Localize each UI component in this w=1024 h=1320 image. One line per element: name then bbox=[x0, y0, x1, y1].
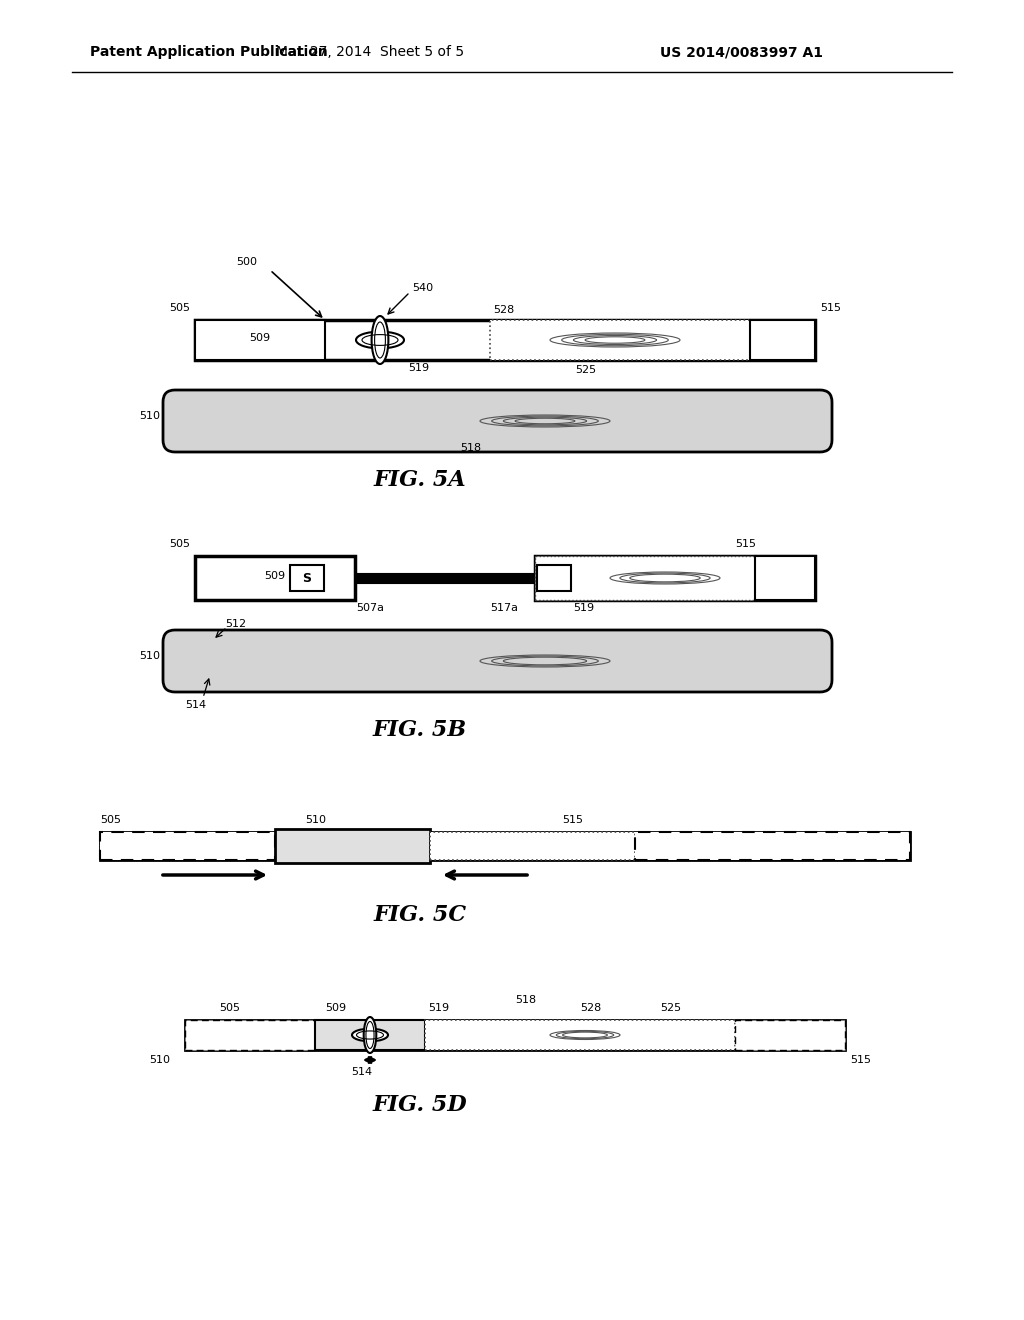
Text: 515: 515 bbox=[735, 539, 756, 549]
FancyBboxPatch shape bbox=[163, 630, 831, 692]
Bar bbox=[315, 1020, 425, 1049]
Bar bbox=[535, 556, 755, 601]
Text: 519: 519 bbox=[408, 363, 429, 374]
Text: 515: 515 bbox=[820, 304, 841, 313]
Text: N: N bbox=[374, 1030, 382, 1040]
Text: S: S bbox=[358, 1030, 366, 1040]
Bar bbox=[490, 319, 750, 360]
Bar bbox=[195, 319, 325, 360]
Text: 505: 505 bbox=[169, 304, 190, 313]
Text: 510: 510 bbox=[150, 1055, 170, 1065]
Text: 509: 509 bbox=[264, 572, 285, 581]
Bar bbox=[430, 832, 635, 861]
Bar bbox=[275, 829, 430, 863]
Bar bbox=[755, 556, 815, 601]
Text: FIG. 5A: FIG. 5A bbox=[374, 469, 466, 491]
Text: 509: 509 bbox=[325, 1003, 346, 1012]
Text: 505: 505 bbox=[100, 814, 121, 825]
Text: 515: 515 bbox=[562, 814, 583, 825]
Text: 507a: 507a bbox=[356, 603, 384, 612]
Text: 510: 510 bbox=[305, 814, 326, 825]
Text: Mar. 27, 2014  Sheet 5 of 5: Mar. 27, 2014 Sheet 5 of 5 bbox=[275, 45, 464, 59]
Text: 515: 515 bbox=[850, 1055, 871, 1065]
Bar bbox=[735, 1020, 845, 1049]
Text: 518: 518 bbox=[515, 995, 537, 1005]
Bar bbox=[195, 319, 815, 360]
Text: 525: 525 bbox=[660, 1003, 681, 1012]
Text: 519: 519 bbox=[573, 603, 594, 612]
Text: N: N bbox=[549, 572, 559, 585]
Text: FIG. 5C: FIG. 5C bbox=[374, 904, 467, 927]
Text: S: S bbox=[366, 335, 374, 345]
Bar bbox=[290, 565, 324, 591]
Text: 525: 525 bbox=[575, 366, 596, 375]
Text: 514: 514 bbox=[351, 1067, 373, 1077]
Text: S: S bbox=[302, 572, 311, 585]
Text: FIG. 5D: FIG. 5D bbox=[373, 1094, 467, 1115]
Bar bbox=[100, 832, 910, 861]
Bar bbox=[100, 832, 275, 861]
Bar bbox=[185, 1020, 845, 1049]
Text: 514: 514 bbox=[185, 700, 206, 710]
Bar bbox=[535, 556, 815, 601]
Bar bbox=[635, 832, 910, 861]
Text: 510: 510 bbox=[139, 651, 160, 661]
Bar bbox=[425, 1020, 735, 1049]
Text: 500: 500 bbox=[236, 257, 257, 267]
Text: 519: 519 bbox=[428, 1003, 450, 1012]
Text: US 2014/0083997 A1: US 2014/0083997 A1 bbox=[660, 45, 823, 59]
Text: 528: 528 bbox=[580, 1003, 601, 1012]
Text: 510: 510 bbox=[139, 411, 160, 421]
Ellipse shape bbox=[352, 1028, 388, 1041]
Bar bbox=[750, 319, 815, 360]
Ellipse shape bbox=[372, 315, 388, 364]
Text: 509: 509 bbox=[249, 333, 270, 343]
Text: Patent Application Publication: Patent Application Publication bbox=[90, 45, 328, 59]
Text: 512: 512 bbox=[225, 619, 246, 630]
Text: 517a: 517a bbox=[490, 603, 518, 612]
Text: 505: 505 bbox=[169, 539, 190, 549]
FancyBboxPatch shape bbox=[163, 389, 831, 451]
Ellipse shape bbox=[364, 1016, 376, 1053]
Ellipse shape bbox=[356, 331, 404, 348]
Bar bbox=[185, 1020, 315, 1049]
Text: 540: 540 bbox=[412, 282, 433, 293]
Bar bbox=[195, 556, 355, 601]
Text: N: N bbox=[383, 335, 392, 345]
Text: 505: 505 bbox=[219, 1003, 241, 1012]
Bar bbox=[537, 565, 571, 591]
Text: 518: 518 bbox=[460, 444, 481, 453]
Text: 528: 528 bbox=[493, 305, 514, 315]
Text: FIG. 5B: FIG. 5B bbox=[373, 719, 467, 741]
